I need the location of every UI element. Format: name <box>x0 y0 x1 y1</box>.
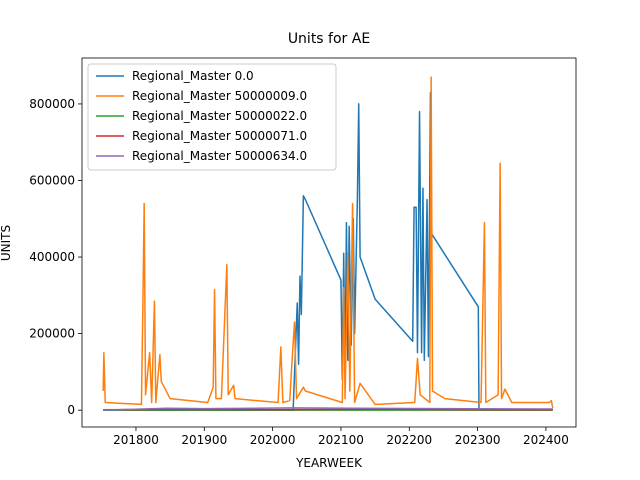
x-tick-label: 201800 <box>113 433 159 447</box>
x-tick-label: 202200 <box>386 433 432 447</box>
y-tick-label: 600000 <box>29 173 75 187</box>
x-tick-label: 202000 <box>250 433 296 447</box>
y-axis-label: UNITS <box>0 225 13 261</box>
y-tick-label: 200000 <box>29 327 75 341</box>
series-line <box>103 407 553 411</box>
legend: Regional_Master 0.0 Regional_Master 50000… <box>87 63 337 171</box>
legend-label: Regional_Master 50000634.0 <box>132 149 307 163</box>
legend-label: Regional_Master 0.0 <box>132 69 254 83</box>
x-tick-label: 201900 <box>181 433 227 447</box>
x-axis-label: YEARWEEK <box>295 456 363 470</box>
series-line <box>103 91 553 411</box>
x-tick-label: 202400 <box>523 433 569 447</box>
y-tick-label: 400000 <box>29 250 75 264</box>
legend-label: Regional_Master 50000009.0 <box>132 89 307 103</box>
series-line <box>103 408 553 411</box>
plot-frame <box>81 57 577 428</box>
legend-box <box>87 63 337 171</box>
y-tick-label: 800000 <box>29 97 75 111</box>
series-line <box>102 76 554 409</box>
legend-label: Regional_Master 50000071.0 <box>132 129 307 143</box>
chart-title: Units for AE <box>288 31 370 47</box>
y-tick-label: 0 <box>67 403 75 417</box>
legend-label: Regional_Master 50000022.0 <box>132 109 307 123</box>
x-tick-label: 202100 <box>318 433 364 447</box>
x-tick-label: 202300 <box>455 433 501 447</box>
